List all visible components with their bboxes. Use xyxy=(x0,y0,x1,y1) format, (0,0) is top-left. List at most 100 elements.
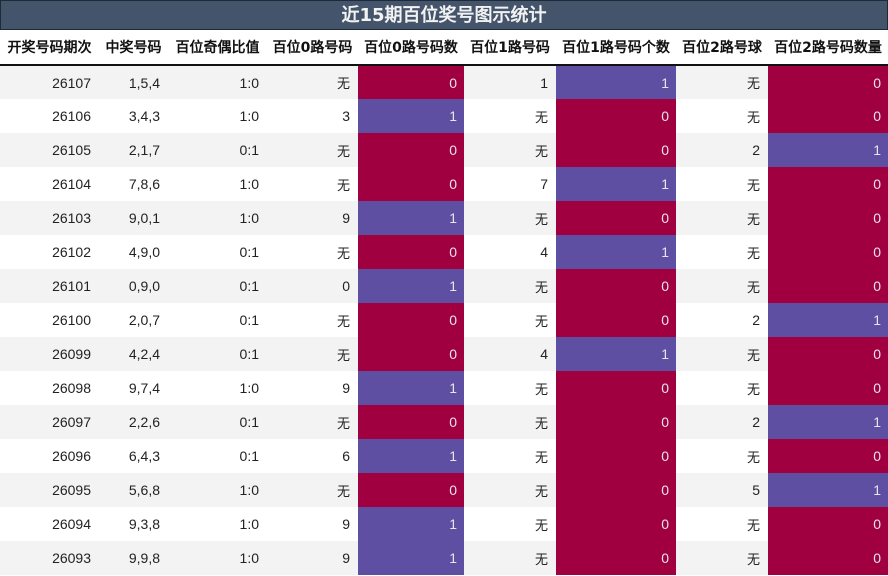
header-route1-count: 百位1路号码个数 xyxy=(556,30,676,66)
route1-number-cell: 无 xyxy=(464,439,556,473)
route0-count-cell: 0 xyxy=(358,167,464,201)
odd-even-cell: 0:1 xyxy=(168,235,267,269)
header-route1-number: 百位1路号码 xyxy=(464,30,556,66)
issue-cell: 26094 xyxy=(0,507,99,541)
header-row: 开奖号码期次 中奖号码 百位奇偶比值 百位0路号码 百位0路号码数 百位1路号码… xyxy=(0,30,888,66)
route1-number-cell: 无 xyxy=(464,269,556,303)
route1-number-cell: 无 xyxy=(464,201,556,235)
route1-count-cell: 0 xyxy=(556,303,676,337)
route0-count-cell: 1 xyxy=(358,541,464,575)
numbers-cell: 2,2,6 xyxy=(99,405,168,439)
route2-count-cell: 1 xyxy=(768,133,888,167)
issue-cell: 26099 xyxy=(0,337,99,371)
route2-count-cell: 0 xyxy=(768,507,888,541)
route0-count-cell: 1 xyxy=(358,371,464,405)
route0-number-cell: 无 xyxy=(267,473,358,507)
route1-count-cell: 0 xyxy=(556,99,676,133)
numbers-cell: 7,8,6 xyxy=(99,167,168,201)
odd-even-cell: 1:0 xyxy=(168,473,267,507)
route2-number-cell: 无 xyxy=(676,337,768,371)
route0-number-cell: 9 xyxy=(267,371,358,405)
odd-even-cell: 0:1 xyxy=(168,133,267,167)
issue-cell: 26105 xyxy=(0,133,99,167)
issue-cell: 26103 xyxy=(0,201,99,235)
route2-number-cell: 2 xyxy=(676,405,768,439)
route0-count-cell: 0 xyxy=(358,473,464,507)
route0-count-cell: 1 xyxy=(358,269,464,303)
route0-number-cell: 无 xyxy=(267,235,358,269)
odd-even-cell: 1:0 xyxy=(168,201,267,235)
route2-number-cell: 无 xyxy=(676,167,768,201)
odd-even-cell: 1:0 xyxy=(168,507,267,541)
route2-count-cell: 0 xyxy=(768,269,888,303)
route1-count-cell: 1 xyxy=(556,65,676,99)
odd-even-cell: 0:1 xyxy=(168,439,267,473)
header-numbers: 中奖号码 xyxy=(99,30,168,66)
route2-count-cell: 0 xyxy=(768,65,888,99)
odd-even-cell: 0:1 xyxy=(168,269,267,303)
route1-count-cell: 0 xyxy=(556,201,676,235)
route0-count-cell: 1 xyxy=(358,99,464,133)
table-row: 26100 2,0,7 0:1 无 0 无 0 2 1 xyxy=(0,303,888,337)
route0-number-cell: 3 xyxy=(267,99,358,133)
odd-even-cell: 1:0 xyxy=(168,65,267,99)
table-row: 26093 9,9,8 1:0 9 1 无 0 无 0 xyxy=(0,541,888,575)
route2-number-cell: 2 xyxy=(676,303,768,337)
route2-count-cell: 0 xyxy=(768,235,888,269)
route1-number-cell: 无 xyxy=(464,473,556,507)
route2-number-cell: 无 xyxy=(676,439,768,473)
numbers-cell: 9,3,8 xyxy=(99,507,168,541)
route1-count-cell: 1 xyxy=(556,235,676,269)
route1-number-cell: 无 xyxy=(464,99,556,133)
numbers-cell: 1,5,4 xyxy=(99,65,168,99)
route1-number-cell: 无 xyxy=(464,133,556,167)
route0-number-cell: 无 xyxy=(267,303,358,337)
header-route2-number: 百位2路号球 xyxy=(676,30,768,66)
table-row: 26095 5,6,8 1:0 无 0 无 0 5 1 xyxy=(0,473,888,507)
route0-number-cell: 无 xyxy=(267,133,358,167)
route1-number-cell: 1 xyxy=(464,65,556,99)
route1-count-cell: 0 xyxy=(556,269,676,303)
route1-number-cell: 4 xyxy=(464,337,556,371)
numbers-cell: 3,4,3 xyxy=(99,99,168,133)
route0-number-cell: 无 xyxy=(267,167,358,201)
table-row: 26102 4,9,0 0:1 无 0 4 1 无 0 xyxy=(0,235,888,269)
route0-number-cell: 0 xyxy=(267,269,358,303)
route2-count-cell: 0 xyxy=(768,541,888,575)
table-row: 26097 2,2,6 0:1 无 0 无 0 2 1 xyxy=(0,405,888,439)
route2-count-cell: 0 xyxy=(768,337,888,371)
route0-number-cell: 无 xyxy=(267,65,358,99)
numbers-cell: 4,2,4 xyxy=(99,337,168,371)
odd-even-cell: 1:0 xyxy=(168,541,267,575)
route0-count-cell: 0 xyxy=(358,235,464,269)
route1-number-cell: 无 xyxy=(464,541,556,575)
table-row: 26107 1,5,4 1:0 无 0 1 1 无 0 xyxy=(0,65,888,99)
numbers-cell: 6,4,3 xyxy=(99,439,168,473)
route1-number-cell: 无 xyxy=(464,507,556,541)
table-row: 26105 2,1,7 0:1 无 0 无 0 2 1 xyxy=(0,133,888,167)
route2-count-cell: 1 xyxy=(768,303,888,337)
header-issue: 开奖号码期次 xyxy=(0,30,99,66)
odd-even-cell: 0:1 xyxy=(168,303,267,337)
table-row: 26098 9,7,4 1:0 9 1 无 0 无 0 xyxy=(0,371,888,405)
issue-cell: 26102 xyxy=(0,235,99,269)
odd-even-cell: 0:1 xyxy=(168,337,267,371)
issue-cell: 26101 xyxy=(0,269,99,303)
route2-number-cell: 2 xyxy=(676,133,768,167)
table-row: 26104 7,8,6 1:0 无 0 7 1 无 0 xyxy=(0,167,888,201)
numbers-cell: 9,0,1 xyxy=(99,201,168,235)
issue-cell: 26097 xyxy=(0,405,99,439)
issue-cell: 26098 xyxy=(0,371,99,405)
odd-even-cell: 1:0 xyxy=(168,99,267,133)
route0-number-cell: 6 xyxy=(267,439,358,473)
route0-count-cell: 0 xyxy=(358,337,464,371)
table-row: 26101 0,9,0 0:1 0 1 无 0 无 0 xyxy=(0,269,888,303)
route1-count-cell: 0 xyxy=(556,133,676,167)
issue-cell: 26104 xyxy=(0,167,99,201)
route0-count-cell: 0 xyxy=(358,303,464,337)
route0-count-cell: 1 xyxy=(358,201,464,235)
header-route0-number: 百位0路号码 xyxy=(267,30,358,66)
route0-number-cell: 无 xyxy=(267,337,358,371)
route1-number-cell: 7 xyxy=(464,167,556,201)
route2-number-cell: 无 xyxy=(676,201,768,235)
